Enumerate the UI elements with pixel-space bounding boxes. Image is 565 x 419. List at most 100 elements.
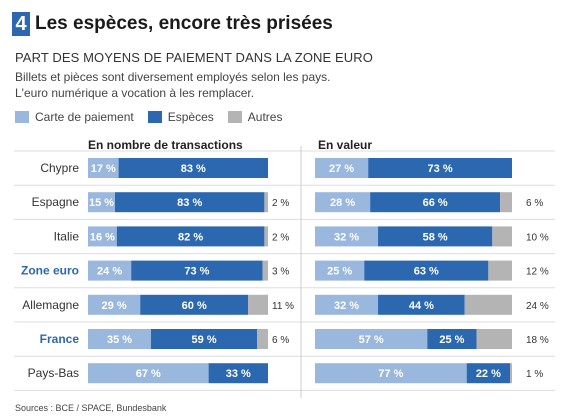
data-label: 77 % — [378, 368, 403, 380]
data-label: 66 % — [423, 197, 448, 209]
bar-segment-cash — [378, 226, 493, 247]
data-label-other: 11 % — [272, 301, 294, 312]
data-label: 29 % — [102, 300, 127, 312]
bar-segment-other — [248, 294, 268, 315]
data-label-other: 10 % — [526, 232, 549, 243]
bar-segment-other — [510, 363, 512, 384]
data-label: 83 % — [177, 197, 202, 209]
data-label-other: 6 % — [526, 198, 543, 209]
category-label: Espagne — [32, 195, 80, 209]
bar-segment-other — [488, 260, 512, 281]
bar-segment-card — [315, 158, 369, 178]
data-label: 32 % — [334, 300, 359, 312]
data-label: 57 % — [359, 334, 384, 346]
data-label-other: 2 % — [272, 232, 289, 243]
category-label: Zone euro — [21, 264, 79, 278]
category-label: Allemagne — [22, 298, 79, 312]
bar-segment-cash — [364, 260, 489, 281]
legend-label: Autres — [247, 110, 283, 124]
data-label: 67 % — [136, 368, 161, 380]
legend-item-other: Autres — [227, 110, 283, 124]
stacked-bar-chart: En nombre de transactions Chypre 17 % 83 % E… — [14, 138, 555, 398]
chart-subtitle: PART DES MOYENS DE PAIEMENT DANS LA ZONE… — [15, 50, 373, 65]
data-label: 63 % — [414, 266, 439, 278]
data-label: 25 % — [327, 266, 352, 278]
data-label-other: 6 % — [272, 335, 289, 346]
bar-segment-card — [315, 226, 379, 247]
data-label: 82 % — [178, 231, 203, 243]
data-label-other: 1 % — [526, 369, 543, 380]
bar-segment-other — [262, 260, 268, 281]
data-label: 25 % — [439, 334, 464, 346]
bar-segment-card — [88, 329, 151, 349]
data-label: 24 % — [97, 266, 122, 278]
bar-segment-card — [315, 192, 371, 213]
data-label: 35 % — [107, 334, 132, 346]
bar-segment-other — [264, 192, 268, 213]
bar-segment-card — [88, 158, 119, 178]
bar-segment-cash — [370, 192, 501, 213]
bar-segment-card — [315, 294, 379, 315]
bar-segment-cash — [116, 226, 265, 247]
data-label: 33 % — [226, 368, 251, 380]
data-label: 15 % — [89, 197, 114, 209]
bar-segment-cash — [466, 363, 511, 384]
bar-segment-other — [492, 226, 512, 247]
bar-segment-card — [88, 363, 209, 384]
legend: Carte de paiement Espèces Autres — [15, 110, 296, 124]
data-label-other: 18 % — [526, 335, 549, 346]
bar-segment-card — [88, 192, 115, 213]
data-label-other: 3 % — [272, 267, 289, 278]
data-label: 60 % — [182, 300, 207, 312]
bar-segment-card — [88, 260, 132, 281]
legend-label: Espèces — [167, 110, 214, 124]
legend-swatch-other — [227, 111, 242, 123]
category-label: Italie — [54, 229, 80, 243]
legend-swatch-card — [15, 111, 29, 123]
category-label: Chypre — [40, 161, 79, 175]
bar-segment-cash — [140, 294, 249, 315]
data-label-other: 12 % — [526, 267, 549, 278]
data-label: 22 % — [476, 368, 501, 380]
data-label-other: 2 % — [272, 198, 289, 209]
panel-title: En valeur — [318, 138, 372, 152]
header: 4 Les espèces, encore très prisées — [12, 10, 333, 38]
page-title: Les espèces, encore très prisées — [35, 13, 333, 34]
chart-number-badge: 4 — [12, 12, 30, 36]
bar-segment-card — [315, 329, 428, 349]
bar-segment-other — [257, 329, 268, 349]
data-label: 58 % — [423, 231, 448, 243]
legend-label: Carte de paiement — [35, 110, 134, 124]
data-label: 73 % — [428, 163, 453, 175]
data-label: 32 % — [334, 231, 359, 243]
data-label: 28 % — [330, 197, 355, 209]
description-line: L'euro numérique a vocation à les rempla… — [15, 86, 255, 100]
data-label: 27 % — [329, 163, 354, 175]
bar-segment-cash — [427, 329, 477, 349]
legend-swatch-cash — [147, 111, 162, 123]
bar-segment-other — [476, 329, 512, 349]
data-label: 16 % — [90, 231, 115, 243]
category-label: France — [40, 332, 80, 346]
panel-title: En nombre de transactions — [88, 138, 243, 152]
legend-item-cash: Espèces — [147, 110, 214, 124]
bar-segment-cash — [151, 329, 258, 349]
data-label: 73 % — [184, 266, 209, 278]
category-label: Pays-Bas — [28, 366, 79, 380]
bar-segment-other — [264, 226, 268, 247]
legend-item-card: Carte de paiement — [15, 110, 134, 124]
bar-segment-card — [88, 294, 141, 315]
bar-segment-other — [464, 294, 512, 315]
source-note: Sources : BCE / SPACE, Bundesbank — [15, 403, 167, 413]
bar-segment-card — [88, 226, 117, 247]
bar-segment-cash — [368, 158, 512, 178]
data-label: 59 % — [192, 334, 217, 346]
bar-segment-cash — [115, 192, 265, 213]
bar-segment-other — [500, 192, 512, 213]
description-line: Billets et pièces sont diversement emplo… — [15, 70, 331, 84]
bar-segment-cash — [378, 294, 465, 315]
bar-segment-cash — [131, 260, 263, 281]
bar-segment-card — [315, 260, 365, 281]
data-label-other: 24 % — [526, 301, 549, 312]
bar-segment-cash — [118, 158, 268, 178]
